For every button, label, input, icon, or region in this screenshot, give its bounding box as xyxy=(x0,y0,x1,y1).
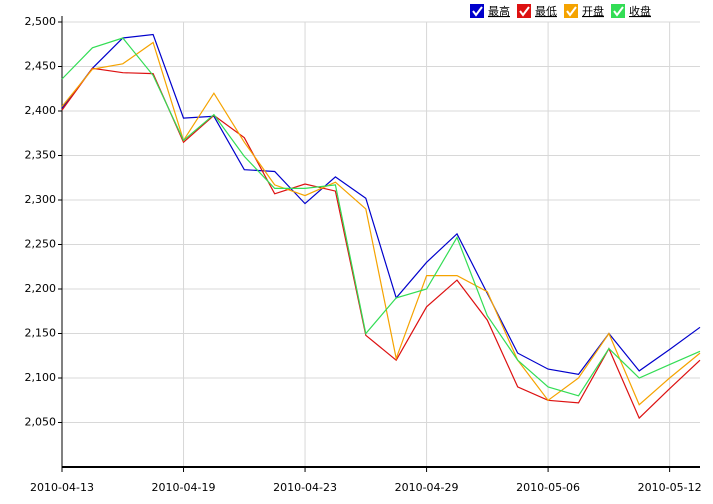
legend-check xyxy=(472,6,483,17)
y-tick-label: 2,450 xyxy=(25,60,57,73)
y-tick-label: 2,100 xyxy=(25,371,57,384)
x-tick-label: 2010-05-06 xyxy=(516,481,580,494)
y-tick-label: 2,300 xyxy=(25,193,57,206)
x-tick-label: 2010-04-19 xyxy=(152,481,216,494)
series-line xyxy=(61,33,701,376)
y-tick-label: 2,500 xyxy=(25,15,57,28)
x-tick-label: 2010-04-23 xyxy=(273,481,337,494)
x-tick-label: 2010-05-12 xyxy=(638,481,702,494)
legend-swatch xyxy=(564,4,578,18)
legend-label: 最低 xyxy=(535,5,557,18)
y-tick-label: 2,400 xyxy=(25,104,57,117)
legend-swatch xyxy=(611,4,625,18)
legend-check xyxy=(519,6,530,17)
legend-swatch xyxy=(517,4,531,18)
legend-swatch xyxy=(470,4,484,18)
legend-check xyxy=(566,6,577,17)
legend-label: 收盘 xyxy=(629,4,651,18)
series-line xyxy=(61,67,701,420)
series-line xyxy=(61,41,701,406)
x-tick-label: 2010-04-29 xyxy=(395,481,459,494)
series-line xyxy=(61,37,701,397)
y-tick-label: 2,350 xyxy=(25,149,57,162)
legend-check xyxy=(613,6,624,17)
legend-label: 最高 xyxy=(488,4,510,18)
y-tick-label: 2,250 xyxy=(25,238,57,251)
y-tick-label: 2,150 xyxy=(25,327,57,340)
y-tick-label: 2,200 xyxy=(25,282,57,295)
y-tick-label: 2,050 xyxy=(25,416,57,429)
x-tick-label: 2010-04-13 xyxy=(30,481,94,494)
legend-label: 开盘 xyxy=(582,4,604,18)
